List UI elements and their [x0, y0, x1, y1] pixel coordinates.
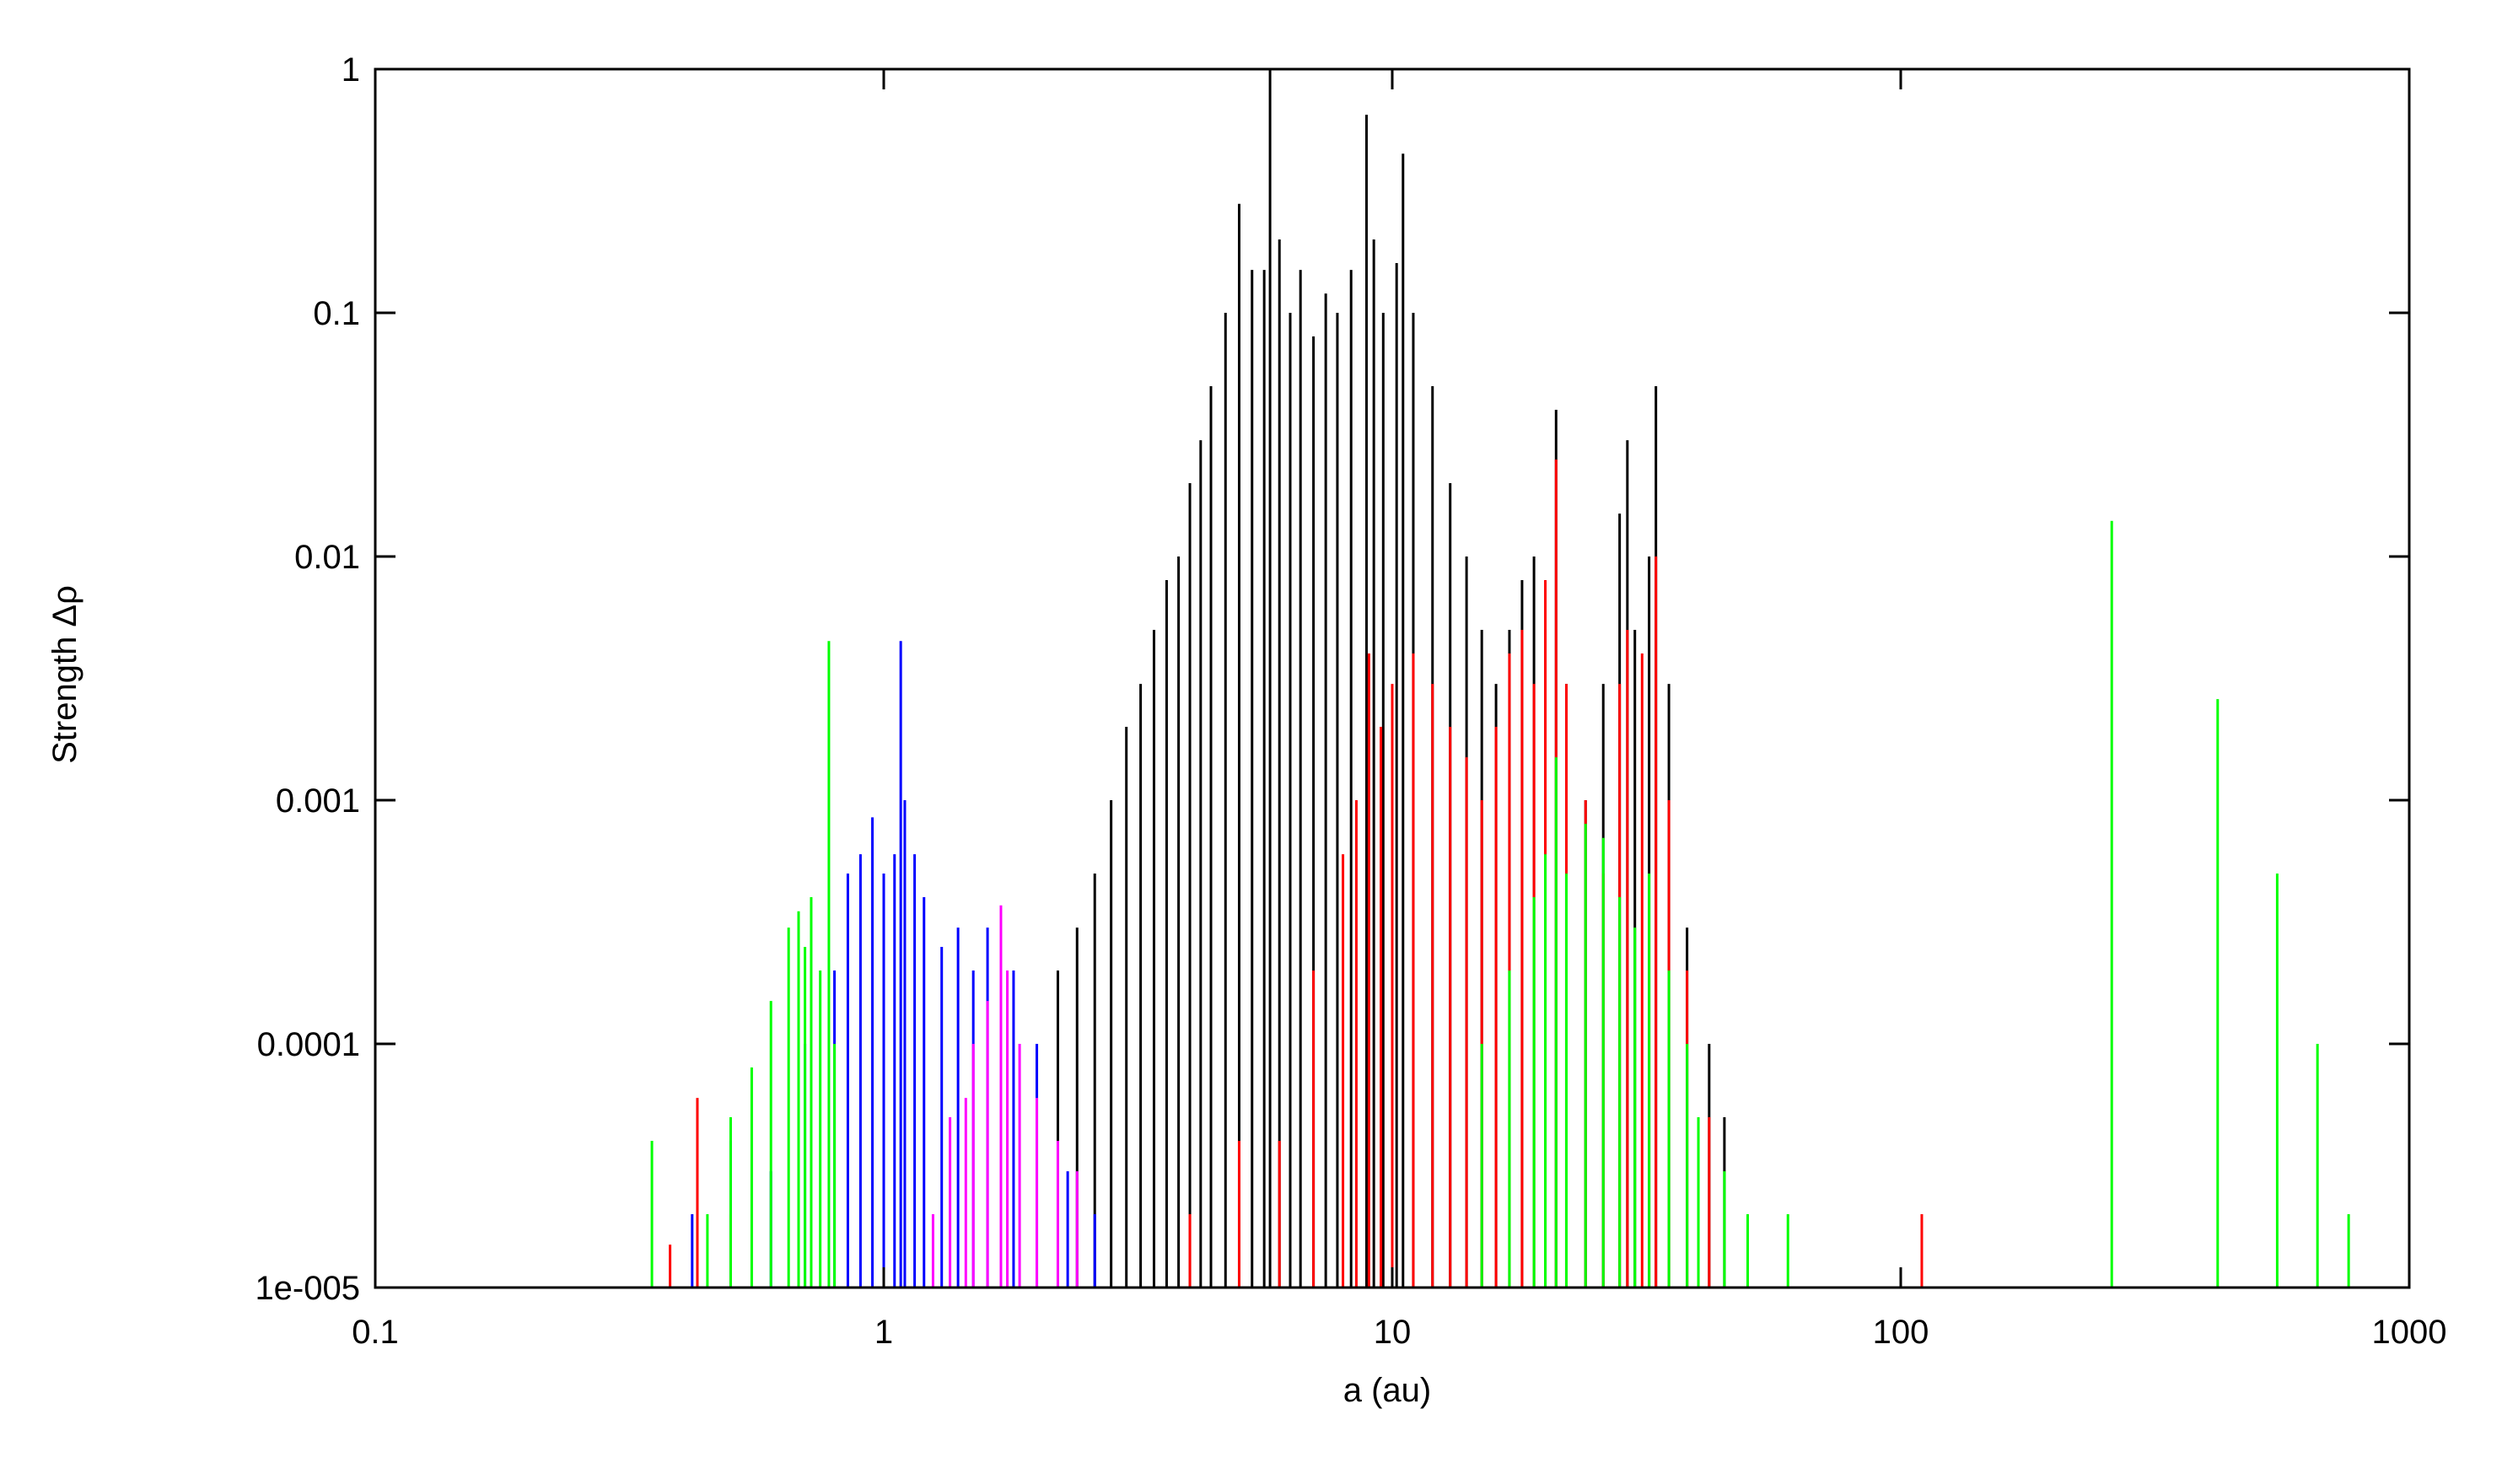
y-tick-label: 0.01: [294, 539, 360, 576]
y-tick-label: 1e-005: [255, 1270, 360, 1307]
x-tick-label: 10: [1374, 1314, 1412, 1351]
x-tick-label: 1: [874, 1314, 893, 1351]
y-tick-label: 0.001: [276, 782, 360, 820]
y-tick-label: 0.0001: [257, 1026, 360, 1063]
x-tick-label: 1000: [2372, 1314, 2447, 1351]
y-axis-label: Strength Δρ: [46, 585, 83, 764]
x-axis-label: a (au): [1343, 1372, 1432, 1409]
y-tick-label: 0.1: [313, 295, 360, 332]
x-tick-label: 0.1: [352, 1314, 399, 1351]
y-tick-label: 1: [342, 51, 360, 89]
x-tick-label: 100: [1873, 1314, 1929, 1351]
